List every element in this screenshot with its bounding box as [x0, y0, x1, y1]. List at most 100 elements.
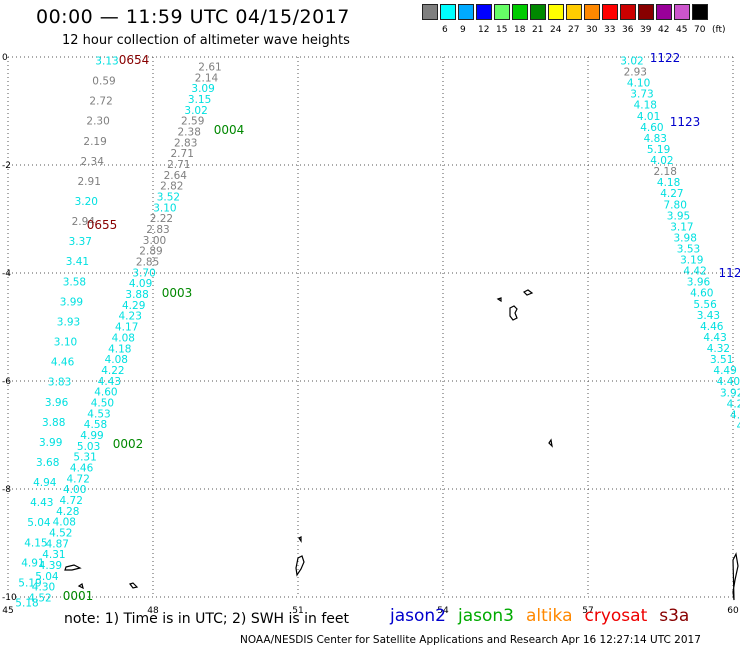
swh-value: 3.93 [57, 317, 80, 329]
swh-value: 4.39 [39, 560, 62, 572]
time-labels: 0654 0655 0004 0003 0002 0001 1122 1123 112 [63, 51, 740, 603]
swh-value: 2.83 [174, 137, 197, 149]
swh-value: 3.52 [157, 192, 180, 204]
swh-value: 3.68 [36, 457, 59, 469]
swh-value: 4.00 [63, 484, 86, 496]
legend-label: 21 [532, 25, 544, 35]
swh-value: 4.42 [683, 266, 706, 278]
island-coetivy [548, 438, 553, 448]
island-cosmoledo [129, 582, 139, 589]
swh-value: 2.89 [139, 246, 162, 258]
swh-value: 4.83 [644, 133, 667, 145]
swh-value: 4.46 [70, 463, 94, 475]
island-astove [77, 583, 84, 590]
swh-value: 2.71 [167, 159, 190, 171]
swh-value: 3.88 [125, 289, 148, 301]
lon-tick-label: 60 [727, 606, 739, 616]
swh-value: 4.49 [713, 365, 736, 377]
swh-value: 4.2 [727, 398, 740, 410]
swh-value: 3.98 [674, 232, 697, 244]
swh-value: 2.19 [83, 136, 106, 148]
swh-value: 4.52 [49, 528, 72, 540]
legend-swatch [584, 4, 600, 20]
swh-value: 4.08 [53, 517, 76, 529]
swh-value: 4.02 [650, 155, 673, 167]
legend-swatch [512, 4, 528, 20]
swh-value: 2.14 [195, 72, 219, 84]
swh-value: 4.29 [122, 300, 145, 312]
legend-label: 27 [568, 25, 580, 35]
lat-tick-label: -4 [2, 269, 11, 279]
swh-value: 2.85 [136, 257, 159, 269]
swh-value: 4.2 [730, 409, 740, 421]
swh-value: 4.43 [703, 332, 726, 344]
legend-swatch [620, 4, 636, 20]
legend-label: 36 [622, 25, 634, 35]
swh-value: 4.18 [108, 343, 131, 355]
lat-tick-label: -2 [2, 161, 11, 171]
legend-swatch [638, 4, 654, 20]
swh-value: 4.17 [115, 322, 138, 334]
swh-value: 2.71 [171, 148, 194, 160]
time-label: 0003 [162, 286, 193, 300]
swh-value: 4.43 [98, 376, 121, 388]
swh-value: 4.15 [24, 537, 47, 549]
swh-value: 4.40 [717, 376, 740, 388]
time-label: 0655 [87, 218, 118, 232]
swh-value: 3.43 [697, 310, 720, 322]
swh-value: 2.22 [150, 213, 173, 225]
legend-label: 9 [460, 25, 466, 35]
legend-swatch [440, 4, 456, 20]
swh-value: 5.03 [77, 441, 100, 453]
swh-value: 3.19 [680, 255, 703, 267]
lat-tick-label: 0 [2, 53, 8, 63]
legend-label: 33 [604, 25, 616, 35]
credit-footer: NOAA/NESDIS Center for Satellite Applica… [240, 634, 701, 646]
swh-value: 4.18 [657, 177, 680, 189]
legend-label: 45 [676, 25, 688, 35]
swh-value: 5.04 [27, 517, 51, 529]
legend-swatch [692, 4, 708, 20]
swh-value: 3.88 [42, 417, 65, 429]
swh-value: 4.46 [51, 357, 75, 369]
swh-value: 7.80 [664, 199, 687, 211]
swh-value: 5.31 [73, 452, 96, 464]
island-denis [496, 297, 502, 303]
swh-value: 4.52 [28, 593, 51, 605]
swh-value: 3.70 [132, 267, 155, 279]
swh-value: 4.87 [46, 538, 69, 550]
legend-swatch [530, 4, 546, 20]
time-label: 0002 [113, 437, 144, 451]
swh-value: 3.99 [39, 437, 62, 449]
swh-value: 4. [737, 420, 740, 432]
map-grid: 45 48 51 54 57 60 0 -2 -4 -6 -8 -10 [2, 53, 739, 616]
swh-value: 5.18 [15, 598, 38, 610]
swh-value: 3.92 [720, 387, 740, 399]
legend-label: 6 [442, 25, 448, 35]
swh-value: 5.04 [35, 571, 59, 583]
lon-tick-label: 45 [2, 606, 13, 616]
swh-value: 4.27 [660, 188, 683, 200]
swh-value: 3.10 [153, 202, 176, 214]
swh-value: 4.60 [640, 122, 663, 134]
swh-value: 4.09 [129, 278, 152, 290]
swh-value: 4.99 [80, 430, 103, 442]
map-note: note: 1) Time is in UTC; 2) SWH is in fe… [64, 611, 350, 627]
swh-value: 3.17 [670, 221, 693, 233]
lon-tick-label: 48 [147, 606, 159, 616]
legend-label: 24 [550, 25, 562, 35]
swh-value: 4.60 [94, 387, 117, 399]
satellite-name: s3a [659, 606, 690, 626]
legend-label: 42 [658, 25, 670, 35]
lat-tick-label: -10 [2, 593, 17, 603]
legend-swatch [548, 4, 564, 20]
time-label: 112 [719, 266, 740, 280]
island-providence [298, 536, 302, 543]
legend-swatch [494, 4, 510, 20]
swh-value: 3.20 [75, 196, 98, 208]
legend-label: 39 [640, 25, 652, 35]
swh-value: 4.10 [627, 78, 650, 90]
swh-value: 3.13 [95, 56, 118, 68]
swh-value: 3.96 [45, 397, 69, 409]
